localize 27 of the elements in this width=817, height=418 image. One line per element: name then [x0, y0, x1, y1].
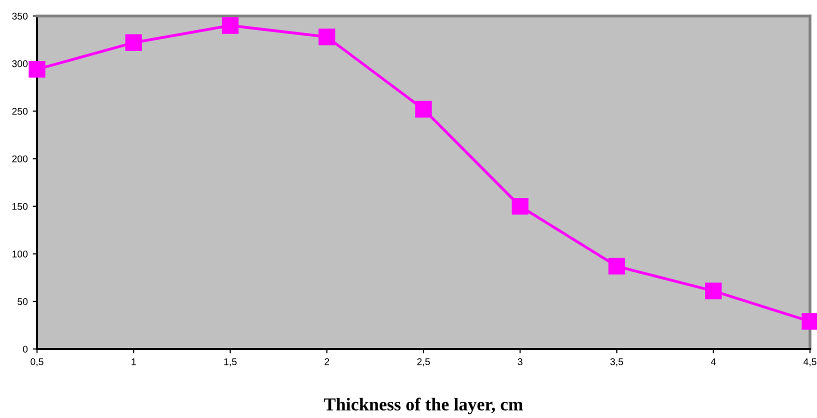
y-tick-label: 200	[12, 155, 28, 162]
y-tick-label: 100	[12, 250, 28, 258]
y-tick-label: 50	[18, 298, 28, 306]
point	[512, 198, 528, 215]
y-tick-label: 150	[12, 203, 28, 210]
x-tick-label: 1,5	[224, 358, 237, 366]
y-tick-label: 350	[12, 12, 28, 20]
point	[415, 100, 432, 118]
point	[318, 28, 336, 46]
y-tick-label: 250	[12, 108, 28, 115]
y-tick-label: 0	[22, 346, 28, 353]
x-tick-label: 3	[518, 358, 522, 366]
x-tick-label: 2	[324, 358, 330, 366]
point	[222, 17, 239, 34]
x-tick-label: 2,5	[417, 358, 430, 366]
y-tick-label: 300	[12, 60, 28, 68]
x-tick-label: 0,5	[30, 358, 44, 366]
x-axis-title: Thickness of the layer, cm	[324, 398, 523, 414]
point	[125, 34, 142, 51]
point	[705, 282, 722, 300]
point	[28, 60, 46, 78]
point	[608, 258, 626, 275]
x-tick-label: 1	[132, 358, 136, 366]
x-tick-label: 3,5	[610, 358, 624, 366]
x-tick-label: 4,5	[803, 358, 816, 366]
point	[802, 313, 817, 330]
x-tick-label: 4	[710, 358, 716, 366]
